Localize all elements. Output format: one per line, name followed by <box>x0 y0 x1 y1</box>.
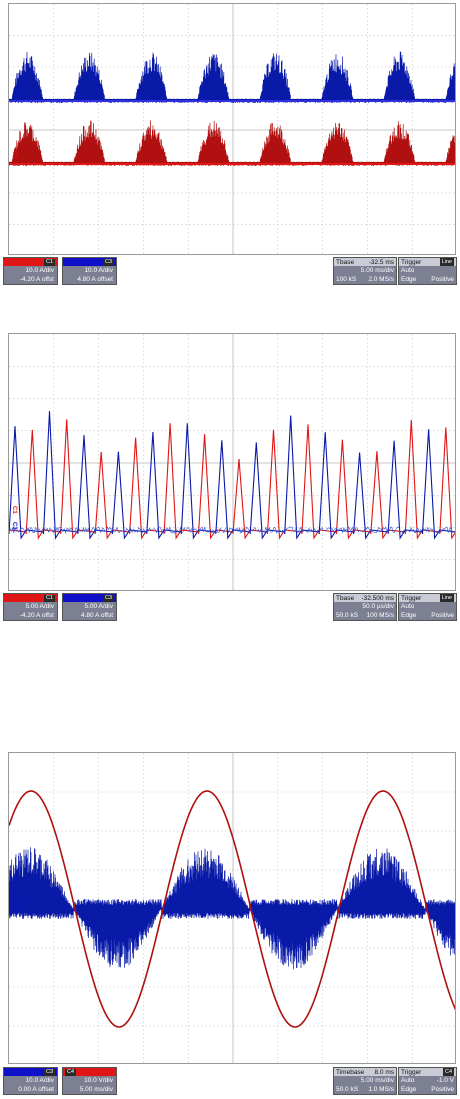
trigger-label: Trigger <box>401 259 422 266</box>
timebase-box: Timebase 8.0 ms 5.00 ms/div 50.0 kS 1.0 MS… <box>333 1067 397 1095</box>
c3-waveform <box>9 51 455 104</box>
timebase-scale: 5.00 ms/div <box>360 1077 394 1084</box>
channel-scale: 10.0 A/div <box>25 267 54 274</box>
scope-capture-1: C3 C1 C1 10.0 A/div -4.20 A offst C3 10.… <box>0 0 460 295</box>
timebase-value: 8.0 ms <box>374 1069 394 1076</box>
timebase-box: Tbase -32.5 ms 5.00 ms/div 100 kS 2.0 MS/s <box>333 257 397 285</box>
timebase-rate: 1.0 MS/s <box>368 1086 394 1093</box>
timebase-samples: 50.0 kS <box>336 1086 359 1093</box>
waveform-plot <box>9 4 455 254</box>
info-bar: C3 10.0 A/div 0.00 A offset C4 10.0 V/di… <box>0 1067 460 1097</box>
trigger-tag: Line <box>439 258 454 266</box>
c1-waveform <box>9 419 455 540</box>
channel-id: C3 <box>102 258 114 266</box>
trigger-box: Trigger Line Auto Edge Positive <box>398 257 457 285</box>
waveform-screen: C3 <box>8 752 456 1064</box>
channel-offset: 4.80 A offset <box>77 276 113 283</box>
c1-waveform <box>9 120 455 167</box>
channel-id: C3 <box>102 594 114 602</box>
trigger-type: Edge <box>401 276 417 283</box>
timebase-box: Tbase -32.500 ms 50.0 µs/div 50.0 kS 100 M… <box>333 593 397 621</box>
timebase-samples: 100 kS <box>336 276 357 283</box>
timebase-scale: 50.0 µs/div <box>362 603 394 610</box>
c3-waveform <box>9 411 455 540</box>
trigger-tag: C4 <box>442 1068 454 1076</box>
channel-id: C1 <box>43 594 55 602</box>
channel-marker: C1 <box>11 506 17 514</box>
channel-box-c3: C3 10.0 A/div 4.80 A offset <box>62 257 117 285</box>
timebase-scale: 5.00 ms/div <box>360 267 394 274</box>
channel-id: C1 <box>43 258 55 266</box>
trigger-mode: Auto <box>401 267 415 274</box>
timebase-samples: 50.0 kS <box>336 612 359 619</box>
waveform-screen: C3 C1 <box>8 3 456 255</box>
trigger-slope: Positive <box>431 276 454 283</box>
timebase-label: Timebase <box>336 1069 365 1076</box>
channel-scale: 5.00 A/div <box>25 603 54 610</box>
channel-scale: 10.0 A/div <box>25 1077 54 1084</box>
channel-marker: C1 <box>11 151 17 159</box>
channel-offset: 4.80 A offst <box>80 612 113 619</box>
channel-offset: 5.00 ms/div <box>79 1086 113 1093</box>
channel-box-c1: C1 5.00 A/div -4.20 A offst <box>3 593 58 621</box>
scope-capture-3: C3 C3 10.0 A/div 0.00 A offset C4 10.0 V… <box>0 752 460 1097</box>
trigger-type: Edge <box>401 1086 417 1093</box>
trigger-label: Trigger <box>401 595 422 602</box>
waveform-plot <box>9 753 455 1063</box>
channel-offset: -4.20 A offst <box>19 276 54 283</box>
timebase-rate: 2.0 MS/s <box>368 276 394 283</box>
channel-scale: 10.0 V/div <box>84 1077 113 1084</box>
info-bar: C1 5.00 A/div -4.20 A offst C3 5.00 A/di… <box>0 593 460 623</box>
timebase-rate: 100 MS/s <box>366 612 394 619</box>
c4-waveform <box>9 790 455 1028</box>
trigger-type: Edge <box>401 612 417 619</box>
trigger-box: Trigger Line Auto Edge Positive <box>398 593 457 621</box>
info-bar: C1 10.0 A/div -4.20 A offst C3 10.0 A/di… <box>0 257 460 287</box>
trigger-slope: Positive <box>431 1086 454 1093</box>
channel-id: C3 <box>43 1068 55 1076</box>
channel-marker: C3 <box>11 90 17 98</box>
trigger-slope: Positive <box>431 612 454 619</box>
baseline-noise <box>9 526 455 534</box>
channel-scale: 10.0 A/div <box>84 267 113 274</box>
channel-offset: 0.00 A offset <box>18 1086 54 1093</box>
trigger-mode: Auto <box>401 603 415 610</box>
grid <box>9 4 455 254</box>
channel-box-c4: C4 10.0 V/div 5.00 ms/div <box>62 1067 117 1095</box>
trigger-tag: Line <box>439 594 454 602</box>
channel-box-c3: C3 5.00 A/div 4.80 A offst <box>62 593 117 621</box>
waveform-plot <box>9 334 455 590</box>
scope-capture-2: C1 C3 C1 5.00 A/div -4.20 A offst C3 5.0… <box>0 330 460 630</box>
timebase-value: -32.500 ms <box>361 595 394 602</box>
channel-box-c1: C1 10.0 A/div -4.20 A offst <box>3 257 58 285</box>
channel-scale: 5.00 A/div <box>84 603 113 610</box>
grid <box>9 334 455 590</box>
trigger-level: -1.0 V <box>436 1077 454 1084</box>
waveform-screen: C1 C3 <box>8 333 456 591</box>
timebase-label: Tbase <box>336 595 355 602</box>
channel-offset: -4.20 A offst <box>19 612 54 619</box>
timebase-value: -32.5 ms <box>368 259 394 266</box>
channel-box-c3: C3 10.0 A/div 0.00 A offset <box>3 1067 58 1095</box>
trigger-label: Trigger <box>401 1069 422 1076</box>
channel-marker: C3 <box>11 901 17 909</box>
channel-marker: C3 <box>11 522 17 530</box>
timebase-label: Tbase <box>336 259 355 266</box>
c3-waveform <box>9 847 455 970</box>
channel-id: C4 <box>65 1068 77 1076</box>
trigger-mode: Auto <box>401 1077 415 1084</box>
trigger-box: Trigger C4 Auto -1.0 V Edge Positive <box>398 1067 457 1095</box>
